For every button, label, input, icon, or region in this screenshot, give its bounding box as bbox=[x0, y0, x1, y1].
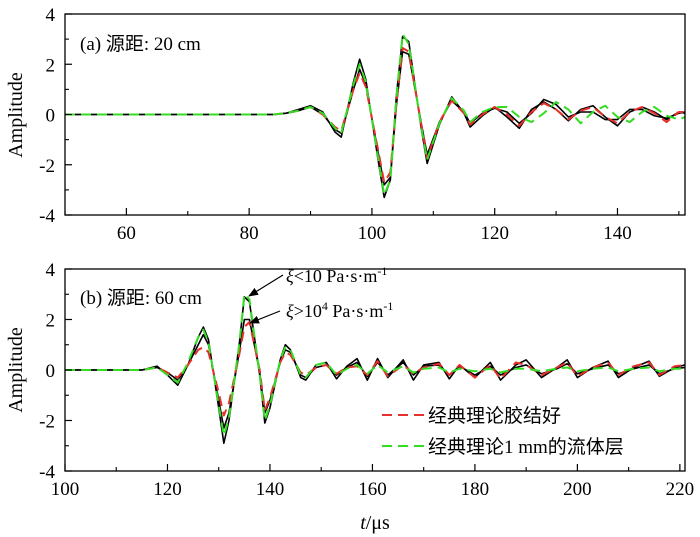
panel-a-x-tick-label: 80 bbox=[240, 223, 259, 244]
panel-b-label: (b) 源距: 60 cm bbox=[80, 287, 202, 309]
x-axis-title: t/μs bbox=[360, 512, 390, 534]
panel-b-x-tick-label: 180 bbox=[461, 479, 490, 500]
panel-b-y-tick-label: 2 bbox=[46, 311, 56, 332]
panel-b-x-tick-label: 200 bbox=[563, 479, 592, 500]
legend: 经典理论胶结好 经典理论1 mm的流体层 bbox=[382, 405, 624, 458]
panel-b-series-red bbox=[65, 321, 685, 417]
annotation-low-text: ξ<10 Pa·s·m-1 bbox=[286, 264, 387, 286]
panel-a-series-group bbox=[65, 33, 685, 199]
panel-b-series-black2 bbox=[65, 318, 685, 429]
legend-label-fluid-layer: 经典理论1 mm的流体层 bbox=[428, 436, 624, 458]
panel-a-x-tick-label: 60 bbox=[117, 223, 136, 244]
panel-b-y-tick-label: -4 bbox=[39, 462, 55, 483]
panel-a-series-black2 bbox=[65, 50, 685, 186]
legend-label-good-bond: 经典理论胶结好 bbox=[428, 405, 561, 427]
annotation-arrow-high bbox=[249, 310, 281, 324]
panel-b: 100 120 140 160 180 200 220 -4 -2 0 2 4 bbox=[39, 260, 694, 500]
panel-b-x-tick-label: 120 bbox=[153, 479, 182, 500]
panel-a-y-tick-label: 2 bbox=[46, 55, 56, 76]
panel-b-x-tick-label: 160 bbox=[358, 479, 387, 500]
legend-entry-good-bond: 经典理论胶结好 bbox=[382, 405, 561, 427]
panel-b-series-group bbox=[65, 293, 685, 445]
panel-a-series-black1 bbox=[65, 35, 685, 199]
panel-b-x-tick-label: 100 bbox=[51, 479, 80, 500]
panel-a-y-tick-label: -4 bbox=[39, 206, 55, 227]
panel-a-x-tick-label: 100 bbox=[358, 223, 387, 244]
panel-a-series-red bbox=[65, 46, 685, 184]
legend-entry-fluid-layer: 经典理论1 mm的流体层 bbox=[382, 436, 624, 458]
annotation-high-viscosity: ξ>104 Pa·s·m-1 bbox=[249, 299, 393, 324]
panel-a-label: (a) 源距: 20 cm bbox=[80, 33, 201, 55]
panel-b-x-tick-label: 220 bbox=[666, 479, 695, 500]
panel-a-y-tick-label: -2 bbox=[39, 156, 55, 177]
panel-b-x-tick-label: 140 bbox=[256, 479, 285, 500]
panel-a-y-axis-title: Amplitude bbox=[5, 72, 27, 158]
panel-a-x-tick-label: 140 bbox=[603, 223, 632, 244]
panel-b-y-axis-title: Amplitude bbox=[5, 327, 27, 413]
annotation-arrow-low bbox=[248, 274, 284, 297]
panel-a-y-tick-label: 0 bbox=[46, 106, 56, 127]
panel-a: 60 80 100 120 140 -4 -2 0 2 4 bbox=[39, 5, 686, 244]
panel-a-x-tick-label: 120 bbox=[480, 223, 509, 244]
panel-a-series-green bbox=[65, 33, 685, 196]
panel-b-y-tick-label: -2 bbox=[39, 412, 55, 433]
panel-b-y-tick-label: 0 bbox=[46, 361, 56, 382]
panel-b-series-green bbox=[65, 293, 685, 437]
annotation-high-text: ξ>104 Pa·s·m-1 bbox=[286, 299, 393, 321]
panel-b-y-tick-label: 4 bbox=[46, 260, 56, 281]
annotation-low-viscosity: ξ<10 Pa·s·m-1 bbox=[248, 264, 387, 297]
panel-a-y-tick-label: 4 bbox=[46, 5, 56, 26]
